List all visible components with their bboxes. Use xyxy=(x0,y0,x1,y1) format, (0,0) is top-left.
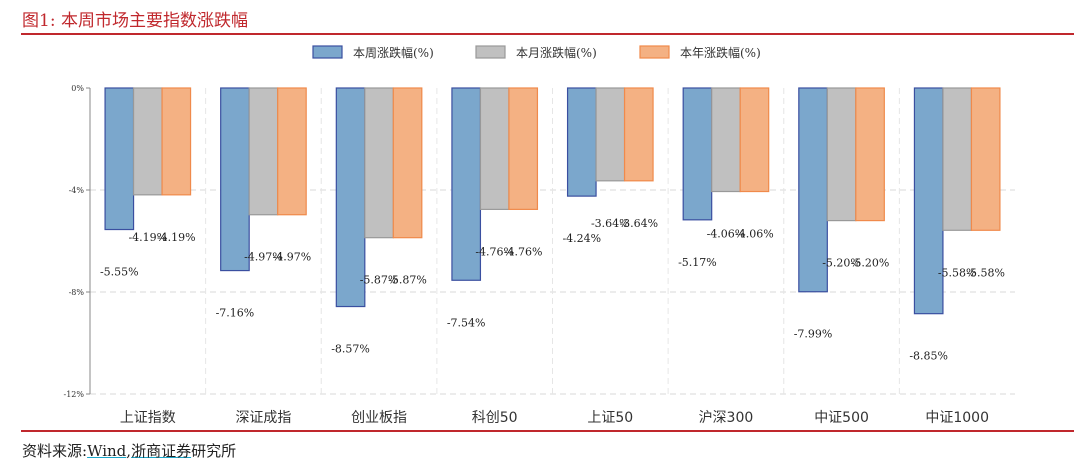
source-wind-link[interactable]: Wind xyxy=(87,442,127,460)
bar-chart: 0% -4% -8% -12% -5.55% -4.19%-4.19% 上证指数 -7.16%… xyxy=(64,45,1015,426)
data-label: -4.06% xyxy=(707,228,746,241)
title-rule xyxy=(21,33,1074,35)
footer-rule xyxy=(21,430,1074,432)
bar-month xyxy=(132,87,163,196)
data-label: -5.87% xyxy=(388,274,427,287)
legend-swatch xyxy=(312,45,343,59)
data-label: -4.06% xyxy=(735,228,774,241)
source-note: 资料来源:Wind,浙商证券研究所 xyxy=(22,440,236,461)
y-tick-label: -4% xyxy=(69,186,85,195)
data-label: -5.17% xyxy=(678,256,717,269)
x-tick-label: 中证500 xyxy=(814,410,869,426)
source-suffix: 研究所 xyxy=(191,442,237,460)
data-label: -4.19% xyxy=(157,231,196,244)
legend-label: 本年涨跌幅(%) xyxy=(680,45,761,60)
data-label: -3.64% xyxy=(591,217,630,230)
data-label: -4.76% xyxy=(475,245,514,258)
bar-week xyxy=(798,87,828,293)
bar-year xyxy=(392,87,423,239)
bar-month xyxy=(364,87,394,239)
bar-year xyxy=(161,87,192,196)
data-label: -5.20% xyxy=(822,257,861,270)
data-label: -5.58% xyxy=(938,266,977,279)
data-label: -4.76% xyxy=(504,245,543,258)
bar-year xyxy=(970,87,1001,231)
bar-year xyxy=(739,87,770,193)
x-tick-label: 上证50 xyxy=(587,410,633,426)
y-tick-label: -12% xyxy=(64,390,85,399)
x-tick-label: 沪深300 xyxy=(699,410,754,426)
data-label: -8.57% xyxy=(331,343,370,356)
bar-week xyxy=(913,87,944,315)
data-label: -5.55% xyxy=(100,266,139,279)
data-label: -4.97% xyxy=(244,251,283,264)
source-sep: , xyxy=(126,442,132,460)
legend-swatch xyxy=(475,45,506,59)
data-label: -4.19% xyxy=(128,231,167,244)
x-tick-label: 科创50 xyxy=(472,410,518,426)
data-label: -5.20% xyxy=(851,257,890,270)
bar-year xyxy=(623,87,654,182)
data-label: -4.24% xyxy=(562,232,601,245)
bar-week xyxy=(682,87,713,221)
data-label: -7.54% xyxy=(447,316,486,329)
data-label: -7.99% xyxy=(794,328,833,341)
y-tick-label: 0% xyxy=(71,84,84,93)
data-label: -5.87% xyxy=(360,274,399,287)
data-label: -3.64% xyxy=(619,217,658,230)
x-tick-label: 上证指数 xyxy=(120,410,176,426)
data-label: -8.85% xyxy=(909,350,948,363)
legend-swatch xyxy=(639,45,670,59)
bar-year xyxy=(508,87,539,210)
data-label: -7.16% xyxy=(216,307,255,320)
legend-label: 本周涨跌幅(%) xyxy=(353,45,434,60)
source-firm-link[interactable]: 浙商证券 xyxy=(131,442,192,460)
x-tick-label: 创业板指 xyxy=(351,410,407,426)
data-label: -4.97% xyxy=(273,251,312,264)
bar-week xyxy=(104,87,135,231)
source-prefix: 资料来源: xyxy=(22,442,88,460)
bar-week xyxy=(451,87,482,281)
bar-year xyxy=(855,87,885,222)
bar-month xyxy=(942,87,973,231)
y-tick-label: -8% xyxy=(69,288,85,297)
bar-year xyxy=(277,87,307,216)
bar-week xyxy=(335,87,366,308)
bar-month xyxy=(711,87,741,193)
x-tick-label: 中证1000 xyxy=(925,410,989,426)
data-label: -5.58% xyxy=(966,266,1005,279)
bar-month xyxy=(826,87,857,222)
bar-month xyxy=(479,87,510,210)
bar-week xyxy=(566,87,597,197)
bar-week xyxy=(220,87,250,272)
x-tick-label: 深证成指 xyxy=(235,410,291,426)
legend-label: 本月涨跌幅(%) xyxy=(516,45,597,60)
figure-title: 图1: 本周市场主要指数涨跌幅 xyxy=(22,11,248,31)
bar-month xyxy=(248,87,279,216)
bar-month xyxy=(595,87,626,182)
